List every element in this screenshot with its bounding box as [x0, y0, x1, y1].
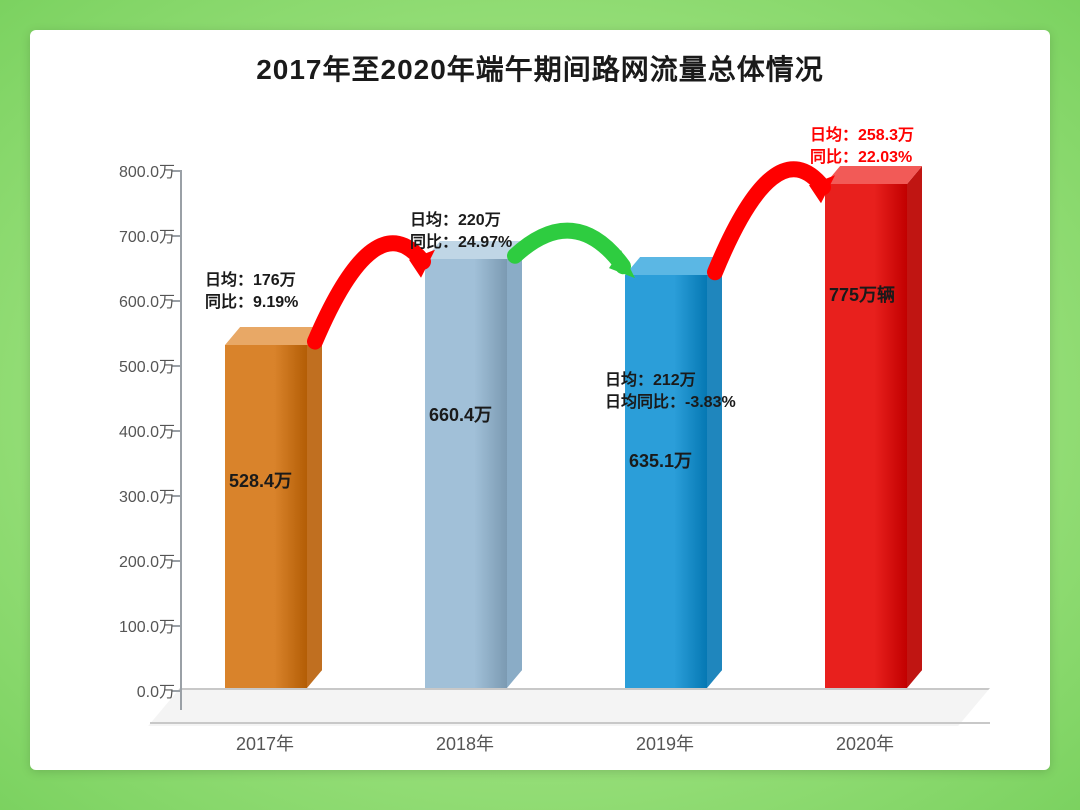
annot-daily: 日均：258.3万	[810, 125, 914, 147]
bar-value-label: 528.4万	[229, 467, 292, 493]
annot-daily: 日均：220万	[410, 210, 512, 232]
annot-yoy: 日均同比：-3.83%	[605, 392, 736, 414]
plot-area: 0.0万100.0万200.0万300.0万400.0万500.0万600.0万…	[120, 170, 990, 710]
annot-yoy: 同比：9.19%	[205, 292, 298, 314]
annot-yoy: 同比：22.03%	[810, 147, 914, 169]
bar-value-label: 660.4万	[429, 401, 492, 427]
annot-yoy: 同比：24.97%	[410, 232, 512, 254]
chart-title: 2017年至2020年端午期间路网流量总体情况	[30, 48, 1050, 88]
annotation: 日均：176万同比：9.19%	[205, 270, 298, 313]
bar-value-label: 635.1万	[629, 447, 692, 473]
annotation: 日均：212万日均同比：-3.83%	[605, 370, 736, 413]
annotation: 日均：220万同比：24.97%	[410, 210, 512, 253]
annotation: 日均：258.3万同比：22.03%	[810, 125, 914, 168]
annot-daily: 日均：212万	[605, 370, 736, 392]
chart-panel: 2017年至2020年端午期间路网流量总体情况 0.0万100.0万200.0万…	[30, 30, 1050, 770]
bar-value-label: 775万辆	[829, 281, 895, 307]
annot-daily: 日均：176万	[205, 270, 298, 292]
